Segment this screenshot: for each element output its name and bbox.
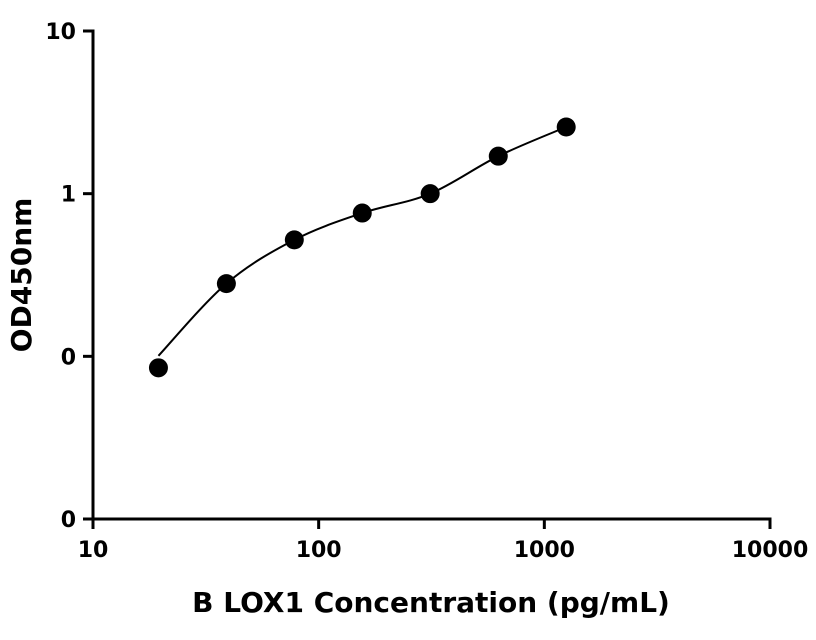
y-tick-label: 10: [45, 20, 76, 45]
data-point: [216, 274, 236, 294]
data-point: [420, 184, 440, 204]
data-point: [352, 203, 372, 223]
y-tick-label: 0: [61, 508, 76, 533]
ticks: 10 100 1000 10000 0 0 1 10: [45, 20, 808, 563]
data-points: [148, 117, 576, 378]
data-point: [556, 117, 576, 137]
data-point: [148, 358, 168, 378]
y-axis-title: OD450nm: [5, 198, 38, 353]
y-tick-label: 1: [61, 183, 76, 208]
x-axis-title: B LOX1 Concentration (pg/mL): [192, 586, 670, 619]
x-tick-label: 1000: [514, 538, 575, 563]
data-point: [488, 146, 508, 166]
x-tick-label: 10000: [732, 538, 809, 563]
y-tick-label: 0: [61, 345, 76, 370]
axes: [91, 29, 772, 521]
x-tick-label: 100: [296, 538, 342, 563]
data-point: [284, 230, 304, 250]
x-tick-label: 10: [78, 538, 109, 563]
